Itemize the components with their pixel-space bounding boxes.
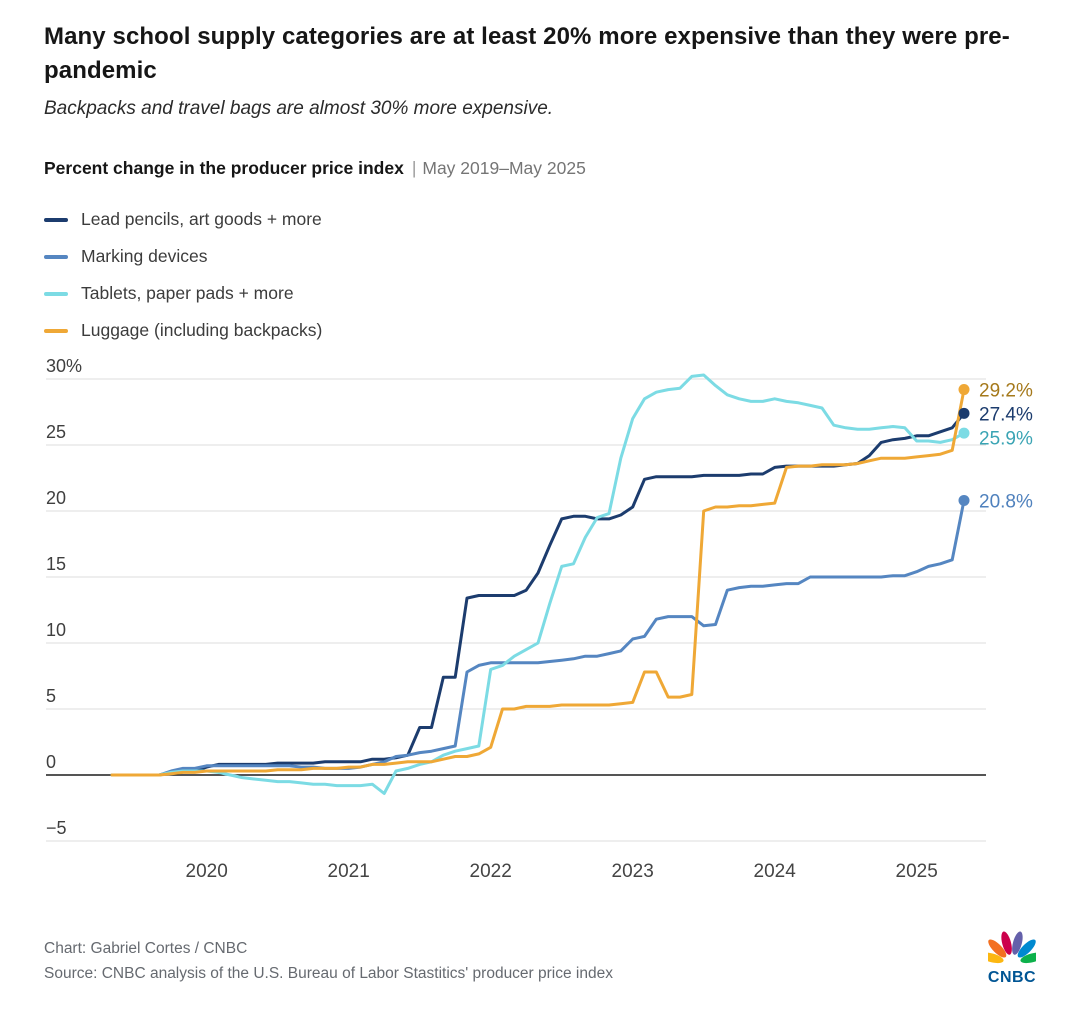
peacock-feather bbox=[1020, 952, 1036, 964]
metric-label: Percent change in the producer price ind… bbox=[44, 158, 1036, 179]
cnbc-logo: CNBC bbox=[980, 928, 1044, 987]
peacock-icon bbox=[988, 931, 1036, 964]
metric-label-separator: | bbox=[411, 158, 417, 179]
series-end-label: 20.8% bbox=[979, 492, 1033, 513]
series-line bbox=[110, 388, 966, 777]
x-axis-label: 2023 bbox=[612, 861, 654, 882]
chart-credit: Chart: Gabriel Cortes / CNBC bbox=[44, 940, 248, 958]
footer: Chart: Gabriel Cortes / CNBC Source: CNB… bbox=[44, 928, 1044, 987]
peacock-feather bbox=[1017, 939, 1036, 958]
peacock-feather bbox=[988, 939, 1007, 958]
y-axis-label: 10 bbox=[46, 620, 66, 640]
cnbc-wordmark: CNBC bbox=[987, 969, 1037, 986]
series-line bbox=[110, 373, 966, 796]
series-end-dot bbox=[958, 384, 970, 396]
peacock-feather bbox=[1001, 931, 1012, 955]
peacock-feather bbox=[1012, 931, 1023, 955]
series-end-dot bbox=[958, 407, 970, 419]
chart-subtitle: Backpacks and travel bags are almost 30%… bbox=[44, 98, 554, 120]
legend-item-marking-devices: Marking devices bbox=[44, 246, 1036, 267]
x-axis-label: 2021 bbox=[328, 861, 370, 882]
series-end-dot bbox=[958, 427, 970, 439]
x-axis-label: 2022 bbox=[470, 861, 512, 882]
y-axis-label: 5 bbox=[46, 686, 56, 706]
series-line bbox=[110, 499, 966, 777]
y-axis-label: 0 bbox=[46, 752, 56, 772]
y-axis-label: 25 bbox=[46, 422, 66, 442]
metric-label-text: Percent change in the producer price ind… bbox=[44, 158, 404, 179]
x-axis-label: 2020 bbox=[186, 861, 228, 882]
legend-label: Marking devices bbox=[81, 246, 208, 267]
legend-item-luggage: Luggage (including backpacks) bbox=[44, 320, 1036, 341]
chart-title: Many school supply categories are at lea… bbox=[44, 23, 1010, 85]
legend-swatch bbox=[44, 254, 68, 259]
credits: Chart: Gabriel Cortes / CNBC Source: CNB… bbox=[44, 937, 613, 987]
legend-label: Tablets, paper pads + more bbox=[81, 283, 294, 304]
metric-date-range: May 2019–May 2025 bbox=[422, 158, 586, 179]
y-axis-label: 15 bbox=[46, 554, 66, 574]
series-end-label: 29.2% bbox=[979, 381, 1033, 402]
series-end-label: 25.9% bbox=[979, 429, 1033, 450]
x-axis-label: 2024 bbox=[754, 861, 797, 882]
legend: Lead pencils, art goods + more Marking d… bbox=[44, 209, 1036, 341]
peacock-feather bbox=[988, 952, 1004, 964]
legend-label: Lead pencils, art goods + more bbox=[81, 209, 322, 230]
legend-label: Luggage (including backpacks) bbox=[81, 320, 323, 341]
y-axis-label: 30% bbox=[46, 356, 82, 376]
legend-item-lead-pencils: Lead pencils, art goods + more bbox=[44, 209, 1036, 230]
y-axis-label: 20 bbox=[46, 488, 66, 508]
legend-swatch bbox=[44, 217, 68, 222]
legend-swatch bbox=[44, 291, 68, 296]
chart-area: 30% 25 20 15 10 5 0 −5 2020 2021 2022 2023 2024 2025 2… bbox=[44, 355, 1036, 908]
x-axis-label: 2025 bbox=[896, 861, 938, 882]
chart-svg: 30% 25 20 15 10 5 0 −5 2020 2021 2022 2023 2024 2025 2… bbox=[46, 356, 1033, 882]
legend-item-tablets: Tablets, paper pads + more bbox=[44, 283, 1036, 304]
legend-swatch bbox=[44, 328, 68, 333]
y-axis-label: −5 bbox=[46, 818, 67, 838]
series-end-label: 27.4% bbox=[979, 405, 1033, 426]
series-end-dot bbox=[958, 495, 970, 507]
source-credit: Source: CNBC analysis of the U.S. Bureau… bbox=[44, 965, 613, 983]
series-line bbox=[110, 411, 966, 777]
